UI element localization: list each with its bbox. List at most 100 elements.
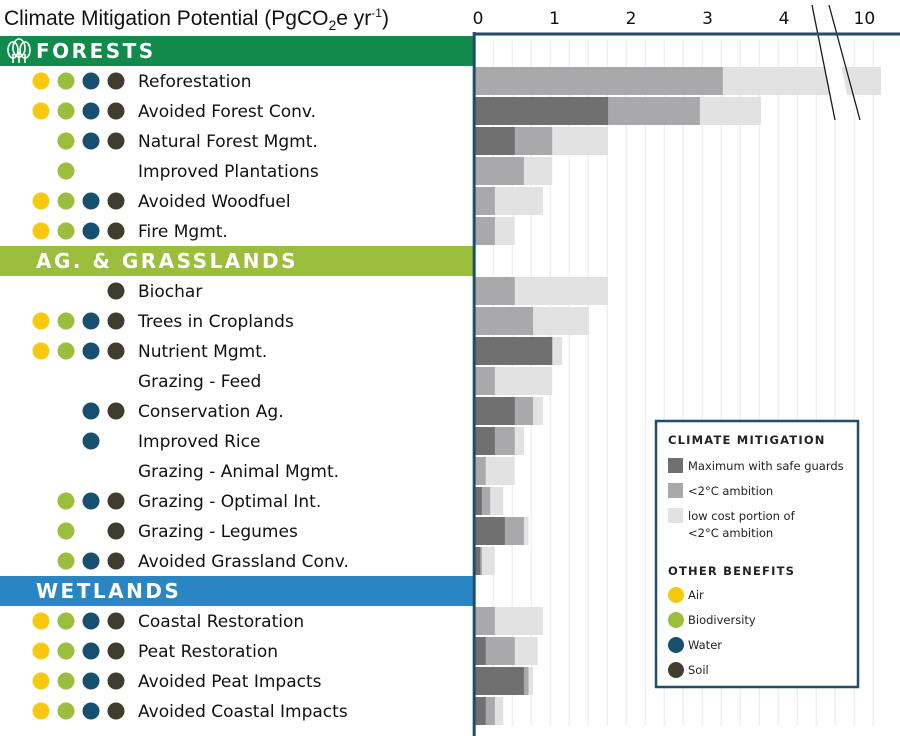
row-label: Trees in Croplands bbox=[137, 312, 294, 332]
air-benefit-dot bbox=[32, 702, 50, 720]
row-label: Grazing - Optimal Int. bbox=[138, 492, 321, 512]
water-legend-dot bbox=[668, 637, 684, 653]
row-label: Improved Rice bbox=[138, 432, 260, 452]
soil-benefit-dot bbox=[107, 522, 125, 540]
biodiversity-benefit-dot bbox=[57, 162, 75, 180]
bar-maximum bbox=[474, 487, 482, 515]
air-legend-dot bbox=[668, 587, 684, 603]
x-tick-label: 3 bbox=[702, 9, 713, 29]
legend-swatch bbox=[668, 508, 683, 523]
legend-label: Water bbox=[688, 638, 722, 652]
air-benefit-dot bbox=[32, 222, 50, 240]
row-label: Coastal Restoration bbox=[138, 612, 304, 632]
biodiversity-benefit-dot bbox=[57, 342, 75, 360]
soil-benefit-dot bbox=[107, 132, 125, 150]
bar-two-degree bbox=[474, 457, 486, 485]
soil-benefit-dot bbox=[107, 192, 125, 210]
biodiversity-benefit-dot bbox=[57, 522, 75, 540]
legend-label: Biodiversity bbox=[688, 613, 756, 627]
tree-icon bbox=[7, 38, 31, 63]
air-benefit-dot bbox=[32, 612, 50, 630]
row-labels: Reforestation Avoided Forest Conv. Natural… bbox=[32, 72, 349, 722]
chart-title-subscript: 2 bbox=[328, 17, 336, 33]
soil-benefit-dot bbox=[107, 222, 125, 240]
biodiversity-benefit-dot bbox=[57, 612, 75, 630]
water-benefit-dot bbox=[82, 492, 100, 510]
chart-title: Climate Mitigation Potential (PgCO2e yr-… bbox=[4, 6, 389, 33]
soil-benefit-dot bbox=[107, 102, 125, 120]
soil-benefit-dot bbox=[107, 402, 125, 420]
air-benefit-dot bbox=[32, 672, 50, 690]
row-label: Grazing - Animal Mgmt. bbox=[138, 462, 339, 482]
water-benefit-dot bbox=[82, 702, 100, 720]
row-label: Grazing - Legumes bbox=[138, 522, 298, 542]
bars bbox=[474, 67, 881, 725]
chart-title-superscript: -1 bbox=[371, 6, 382, 20]
row-label: Avoided Forest Conv. bbox=[138, 102, 316, 122]
soil-benefit-dot bbox=[107, 282, 125, 300]
bar-two-degree bbox=[474, 217, 495, 245]
soil-benefit-dot bbox=[107, 342, 125, 360]
row-label: Nutrient Mgmt. bbox=[138, 342, 267, 362]
biodiversity-benefit-dot bbox=[57, 552, 75, 570]
bar-maximum bbox=[474, 547, 481, 575]
bar-maximum bbox=[474, 397, 515, 425]
row-label: Grazing - Feed bbox=[138, 372, 261, 392]
water-benefit-dot bbox=[82, 642, 100, 660]
biodiversity-benefit-dot bbox=[57, 642, 75, 660]
bar-maximum bbox=[474, 667, 524, 695]
chart-title-main: Climate Mitigation Potential (PgCO bbox=[4, 7, 328, 30]
section-label: FORESTS bbox=[36, 39, 156, 63]
bar-maximum bbox=[474, 697, 486, 725]
bar-two-degree bbox=[474, 277, 515, 305]
water-benefit-dot bbox=[82, 612, 100, 630]
biodiversity-benefit-dot bbox=[57, 72, 75, 90]
biodiversity-benefit-dot bbox=[57, 702, 75, 720]
legend: CLIMATE MITIGATION Maximum with safe guar… bbox=[654, 419, 860, 689]
row-label: Peat Restoration bbox=[138, 642, 278, 662]
bar-two-degree bbox=[474, 307, 534, 335]
biodiversity-benefit-dot bbox=[57, 672, 75, 690]
row-label: Avoided Grassland Conv. bbox=[138, 552, 349, 572]
water-benefit-dot bbox=[82, 402, 100, 420]
biodiversity-benefit-dot bbox=[57, 132, 75, 150]
soil-benefit-dot bbox=[107, 642, 125, 660]
legend-label: <2°C ambition bbox=[688, 484, 773, 498]
water-benefit-dot bbox=[82, 132, 100, 150]
x-tick-label: 2 bbox=[626, 9, 637, 29]
soil-benefit-dot bbox=[107, 702, 125, 720]
air-benefit-dot bbox=[32, 342, 50, 360]
air-benefit-dot bbox=[32, 192, 50, 210]
biodiversity-benefit-dot bbox=[57, 192, 75, 210]
axis-break-line bbox=[828, 4, 861, 121]
soil-legend-dot bbox=[668, 662, 684, 678]
row-label: Avoided Coastal Impacts bbox=[138, 702, 348, 722]
soil-benefit-dot bbox=[107, 552, 125, 570]
row-label: Conservation Ag. bbox=[138, 402, 284, 422]
air-benefit-dot bbox=[32, 642, 50, 660]
bar-maximum bbox=[474, 127, 515, 155]
legend-label: <2°C ambition bbox=[688, 526, 773, 540]
soil-benefit-dot bbox=[107, 492, 125, 510]
water-benefit-dot bbox=[82, 192, 100, 210]
row-label: Fire Mgmt. bbox=[138, 222, 228, 242]
bar-two-degree bbox=[474, 607, 495, 635]
bar-two-degree bbox=[474, 157, 524, 185]
water-benefit-dot bbox=[82, 552, 100, 570]
bar-two-degree bbox=[474, 367, 495, 395]
legend-label: Maximum with safe guards bbox=[688, 459, 844, 473]
section-header bbox=[0, 576, 475, 606]
water-benefit-dot bbox=[82, 222, 100, 240]
section-label: AG. & GRASSLANDS bbox=[36, 249, 298, 273]
soil-benefit-dot bbox=[107, 672, 125, 690]
bar-two-degree bbox=[474, 67, 723, 95]
x-tick-label: 0 bbox=[473, 9, 484, 29]
biodiversity-benefit-dot bbox=[57, 312, 75, 330]
section-header bbox=[0, 36, 475, 66]
x-tick-label: 1 bbox=[549, 9, 560, 29]
x-tick-label: 10 bbox=[854, 9, 876, 29]
water-benefit-dot bbox=[82, 672, 100, 690]
soil-benefit-dot bbox=[107, 72, 125, 90]
water-benefit-dot bbox=[82, 102, 100, 120]
